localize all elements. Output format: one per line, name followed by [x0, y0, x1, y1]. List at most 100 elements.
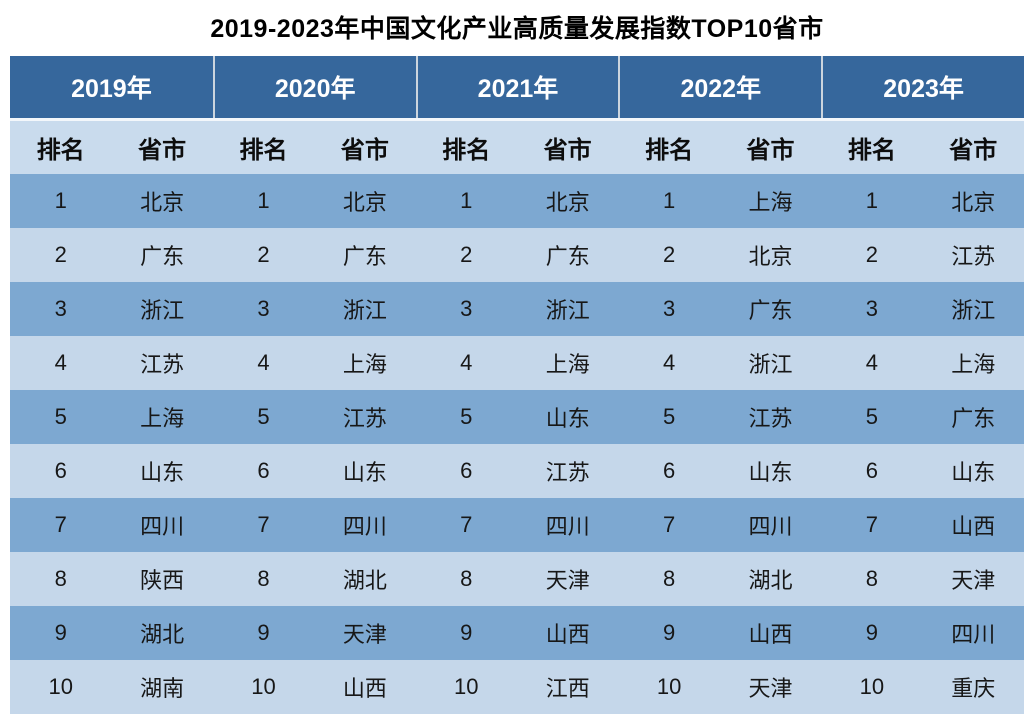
rank-cell: 5 — [460, 404, 473, 429]
rank-cell: 4 — [54, 350, 67, 375]
province-header-cell: 省市 — [746, 137, 795, 164]
rank-cell: 5 — [865, 404, 879, 429]
province-cell: 上海 — [748, 190, 793, 215]
rank-cell: 4 — [865, 350, 879, 375]
rank-cell: 3 — [865, 296, 879, 321]
rank-cell: 5 — [54, 404, 67, 429]
rank-cell: 4 — [257, 350, 270, 375]
rank-cell: 8 — [662, 566, 676, 591]
page: 2019-2023年中国文化产业高质量发展指数TOP10省市 2019年 2020… — [0, 9, 1034, 714]
rank-cell: 4 — [460, 350, 473, 375]
province-cell: 广东 — [342, 244, 387, 269]
rank-cell: 1 — [460, 188, 473, 213]
province-cell: 北京 — [545, 190, 590, 215]
province-cell: 北京 — [140, 190, 185, 215]
year-header-row: 2019年 2020年 2021年 2022年 2023年 — [10, 56, 1024, 118]
province-cell: 浙江 — [342, 298, 387, 323]
province-cell: 广东 — [748, 298, 793, 323]
rank-cell: 2 — [257, 242, 270, 267]
province-cell: 湖北 — [140, 622, 185, 647]
province-cell: 江苏 — [951, 244, 996, 269]
rank-cell: 8 — [460, 566, 473, 591]
province-cell: 天津 — [748, 676, 793, 701]
province-cell: 江苏 — [545, 460, 590, 485]
rank-cell: 9 — [54, 620, 67, 645]
province-cell: 山东 — [140, 460, 185, 485]
province-cell: 江苏 — [748, 406, 793, 431]
rank-cell: 7 — [54, 512, 67, 537]
rank-cell: 2 — [865, 242, 879, 267]
rank-cell: 9 — [460, 620, 473, 645]
rank-cell: 6 — [865, 458, 879, 483]
province-cell: 江苏 — [342, 406, 387, 431]
province-cell: 四川 — [951, 622, 996, 647]
top10-table: 2019年 2020年 2021年 2022年 2023年 排名 省市 排名 省市 排名 省市 排名… — [10, 56, 1024, 714]
province-cell: 湖北 — [342, 568, 387, 593]
province-cell: 天津 — [545, 568, 590, 593]
province-cell: 山东 — [342, 460, 387, 485]
rank-header-cell: 排名 — [645, 137, 694, 164]
rank-cell: 1 — [54, 188, 67, 213]
province-cell: 北京 — [342, 190, 387, 215]
province-header-cell: 省市 — [949, 137, 998, 164]
year-header-cell: 2020年 — [212, 56, 416, 118]
province-cell: 上海 — [545, 352, 590, 377]
table-row: 1 北京 1 北京 1 北京 1 上海 1 北京 — [10, 174, 1024, 228]
rank-header-cell: 排名 — [442, 137, 491, 164]
rank-cell: 6 — [54, 458, 67, 483]
rank-cell: 8 — [54, 566, 67, 591]
year-header-cell: 2021年 — [415, 56, 619, 118]
province-cell: 上海 — [951, 352, 996, 377]
province-cell: 天津 — [342, 622, 387, 647]
rank-cell: 10 — [859, 674, 885, 699]
rank-cell: 5 — [662, 404, 676, 429]
province-cell: 广东 — [140, 244, 185, 269]
table-row: 3 浙江 3 浙江 3 浙江 3 广东 3 浙江 — [10, 282, 1024, 336]
province-cell: 山东 — [748, 460, 793, 485]
rank-header-cell: 排名 — [239, 137, 288, 164]
table-row: 7 四川 7 四川 7 四川 7 四川 7 山西 — [10, 498, 1024, 552]
province-cell: 山西 — [748, 622, 793, 647]
province-cell: 四川 — [140, 514, 185, 539]
rank-cell: 4 — [662, 350, 676, 375]
province-cell: 山西 — [951, 514, 996, 539]
province-header-cell: 省市 — [340, 137, 389, 164]
province-cell: 湖南 — [140, 676, 185, 701]
rank-cell: 10 — [48, 674, 73, 699]
rank-cell: 5 — [257, 404, 270, 429]
rank-cell: 7 — [662, 512, 676, 537]
province-cell: 浙江 — [545, 298, 590, 323]
rank-cell: 6 — [662, 458, 676, 483]
rank-cell: 8 — [257, 566, 270, 591]
year-header-cell: 2019年 — [71, 75, 152, 103]
rank-cell: 1 — [865, 188, 879, 213]
province-header-cell: 省市 — [543, 137, 592, 164]
table-row: 5 上海 5 江苏 5 山东 5 江苏 5 广东 — [10, 390, 1024, 444]
province-cell: 广东 — [545, 244, 590, 269]
table-body: 1 北京 1 北京 1 北京 1 上海 1 北京 2 广东 2 广东 2 广东 2 北京 2 江苏 3 浙江 3 浙江 3 浙江 3… — [10, 174, 1024, 714]
province-cell: 山东 — [545, 406, 590, 431]
year-header-cell: 2022年 — [618, 56, 821, 118]
rank-cell: 2 — [54, 242, 67, 267]
province-cell: 山西 — [342, 676, 387, 701]
rank-cell: 3 — [54, 296, 67, 321]
rank-cell: 1 — [662, 188, 676, 213]
table-row: 4 江苏 4 上海 4 上海 4 浙江 4 上海 — [10, 336, 1024, 390]
rank-cell: 10 — [656, 674, 682, 699]
rank-header-cell: 排名 — [847, 137, 896, 164]
province-cell: 浙江 — [951, 298, 996, 323]
subheader-row: 排名 省市 排名 省市 排名 省市 排名 省市 排名 省市 — [10, 118, 1024, 174]
province-cell: 陕西 — [140, 568, 185, 593]
rank-cell: 10 — [454, 674, 479, 699]
table-row: 10 湖南 10 山西 10 江西 10 天津 10 重庆 — [10, 660, 1024, 714]
table-row: 9 湖北 9 天津 9 山西 9 山西 9 四川 — [10, 606, 1024, 660]
province-cell: 上海 — [140, 406, 185, 431]
rank-cell: 6 — [460, 458, 473, 483]
province-cell: 重庆 — [951, 676, 996, 701]
province-cell: 北京 — [951, 190, 996, 215]
rank-cell: 10 — [251, 674, 276, 699]
rank-header-cell: 排名 — [36, 137, 85, 164]
page-title: 2019-2023年中国文化产业高质量发展指数TOP10省市 — [210, 15, 824, 43]
rank-cell: 7 — [257, 512, 270, 537]
rank-cell: 2 — [662, 242, 676, 267]
